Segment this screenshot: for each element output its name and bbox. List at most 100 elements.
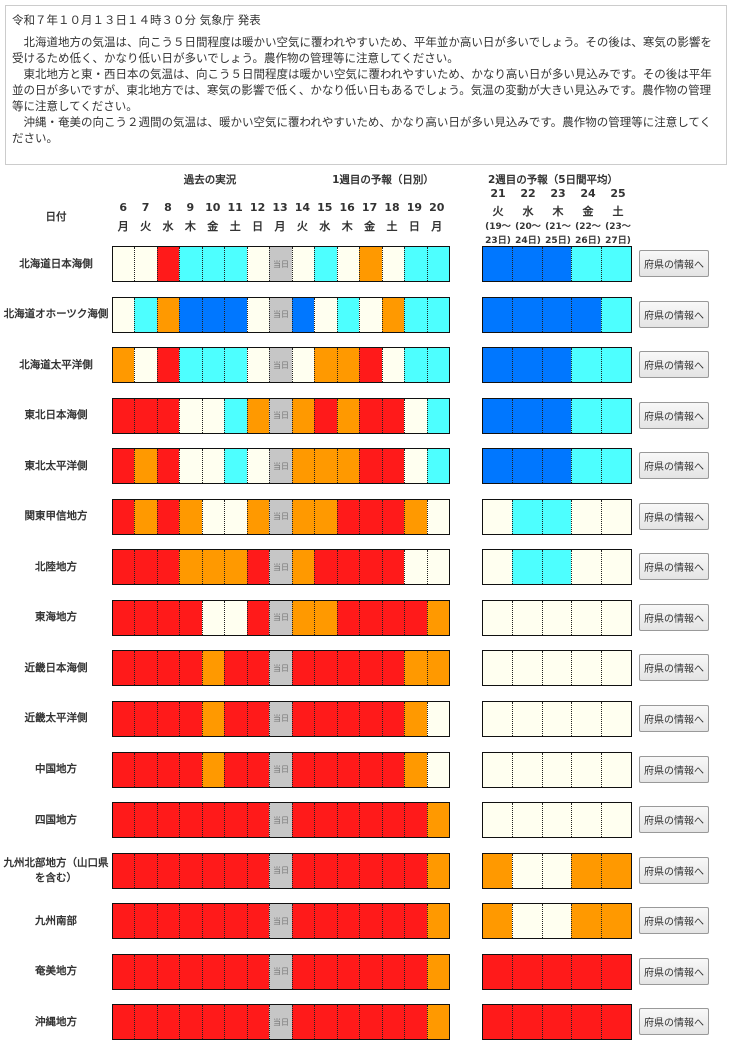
prefecture-info-button[interactable]: 府県の情報へ: [639, 351, 709, 379]
daily-bar: 当日: [112, 852, 450, 889]
day-cell: [426, 752, 450, 787]
prefecture-info-button[interactable]: 府県の情報へ: [639, 401, 709, 429]
day-cell: [246, 449, 270, 484]
day-cell: [291, 297, 315, 332]
daily-bar: 当日: [112, 498, 450, 535]
region-label: 関東甲信地方: [24, 510, 88, 523]
region-label: 四国地方: [35, 813, 77, 826]
week2-r1: (19～: [485, 222, 511, 232]
week-cell: [541, 348, 572, 383]
day-cell: [336, 550, 360, 585]
region-label: 北海道オホーツク海側: [3, 308, 109, 321]
day-number: 18: [384, 201, 400, 214]
day-cell: [426, 348, 450, 383]
day-cell: [201, 297, 225, 332]
prefecture-info-button[interactable]: 府県の情報へ: [639, 603, 709, 631]
day-cell: [426, 297, 450, 332]
day-cell: [381, 247, 405, 281]
day-cell: [246, 297, 270, 332]
day-cell: [156, 853, 180, 888]
week-cell: [541, 499, 572, 534]
day-cell: [381, 600, 405, 635]
day-of-week: 土: [386, 220, 398, 233]
day-number: 12: [249, 201, 266, 214]
day-cell: [156, 701, 180, 736]
prefecture-info-button[interactable]: 府県の情報へ: [639, 502, 709, 530]
day-cell: [156, 499, 180, 534]
prefecture-info-button[interactable]: 府県の情報へ: [639, 452, 709, 480]
day-cell: [426, 1005, 450, 1040]
day-number: 8: [164, 201, 172, 214]
prefecture-info-button[interactable]: 府県の情報へ: [639, 553, 709, 581]
day-cell: [404, 701, 427, 736]
day-cell: [224, 752, 247, 787]
prefecture-info-button[interactable]: 府県の情報へ: [639, 806, 709, 834]
day-cell: [291, 449, 315, 484]
day-cell: [381, 904, 405, 939]
region-label: 北海道太平洋側: [19, 358, 93, 371]
prefecture-info-button[interactable]: 府県の情報へ: [639, 704, 709, 732]
day-cell: [246, 247, 270, 281]
week2-d: 火: [492, 205, 504, 218]
week2-d: 土: [612, 205, 624, 218]
week-cell: [483, 398, 512, 433]
day-cell: [201, 550, 225, 585]
week2-column-header: 22 水 (20～ 24日): [513, 185, 543, 248]
day-of-week: 水: [162, 220, 174, 233]
weekly-bar: [482, 1004, 632, 1040]
day-cell: [201, 348, 225, 383]
region-label: 中国地方: [35, 763, 77, 775]
weekly-bar: [482, 397, 632, 434]
prefecture-info-button[interactable]: 府県の情報へ: [639, 300, 709, 328]
day-cell: [113, 651, 135, 686]
week2-d: 水: [522, 205, 534, 218]
week-cell: [541, 600, 572, 635]
day-number: 19: [406, 201, 423, 214]
day-cell: [314, 550, 337, 585]
day-number: 11: [227, 201, 243, 214]
day-number: 15: [317, 201, 333, 214]
day-cell: [179, 348, 202, 383]
day-cell: [314, 499, 337, 534]
past-header: 過去の実況: [183, 174, 237, 186]
day-cell: [314, 954, 337, 989]
day-cell: [291, 853, 315, 888]
region-label: 北陸地方: [35, 560, 77, 573]
week-cell: [511, 550, 542, 585]
prefecture-info-button[interactable]: 府県の情報へ: [639, 1008, 709, 1036]
day-cell: [314, 348, 337, 383]
prefecture-info-button[interactable]: 府県の情報へ: [639, 755, 709, 783]
day-cell: [336, 954, 360, 989]
day-cell: [134, 904, 157, 939]
day-cell: [201, 499, 225, 534]
today-cell: 当日: [269, 1005, 292, 1040]
prefecture-info-button[interactable]: 府県の情報へ: [639, 654, 709, 682]
prefecture-info-button[interactable]: 府県の情報へ: [639, 907, 709, 935]
region-label: 北海道日本海側: [19, 257, 93, 270]
prefecture-info-button[interactable]: 府県の情報へ: [639, 250, 709, 277]
day-cell: [291, 1005, 315, 1040]
today-cell: 当日: [269, 449, 292, 484]
day-cell: [381, 752, 405, 787]
day-cell: [314, 853, 337, 888]
day-number: 13: [272, 201, 288, 214]
day-of-week: 金: [207, 220, 219, 233]
day-cell: [156, 348, 180, 383]
day-cell: [291, 348, 315, 383]
prefecture-info-button[interactable]: 府県の情報へ: [639, 856, 709, 884]
day-cell: [404, 904, 427, 939]
day-cell: [246, 651, 270, 686]
day-cell: [246, 752, 270, 787]
day-cell: [359, 398, 382, 433]
day-cell: [381, 398, 405, 433]
week2-r2: 26日): [575, 236, 601, 246]
day-cell: [156, 449, 180, 484]
day-cell: [426, 499, 450, 534]
day-cell: [381, 701, 405, 736]
day-cell: [224, 247, 247, 281]
prefecture-info-button[interactable]: 府県の情報へ: [639, 957, 709, 985]
day-cell: [381, 954, 405, 989]
day-cell: [156, 904, 180, 939]
day-number: 6: [119, 201, 128, 214]
day-of-week: 月: [431, 220, 443, 233]
